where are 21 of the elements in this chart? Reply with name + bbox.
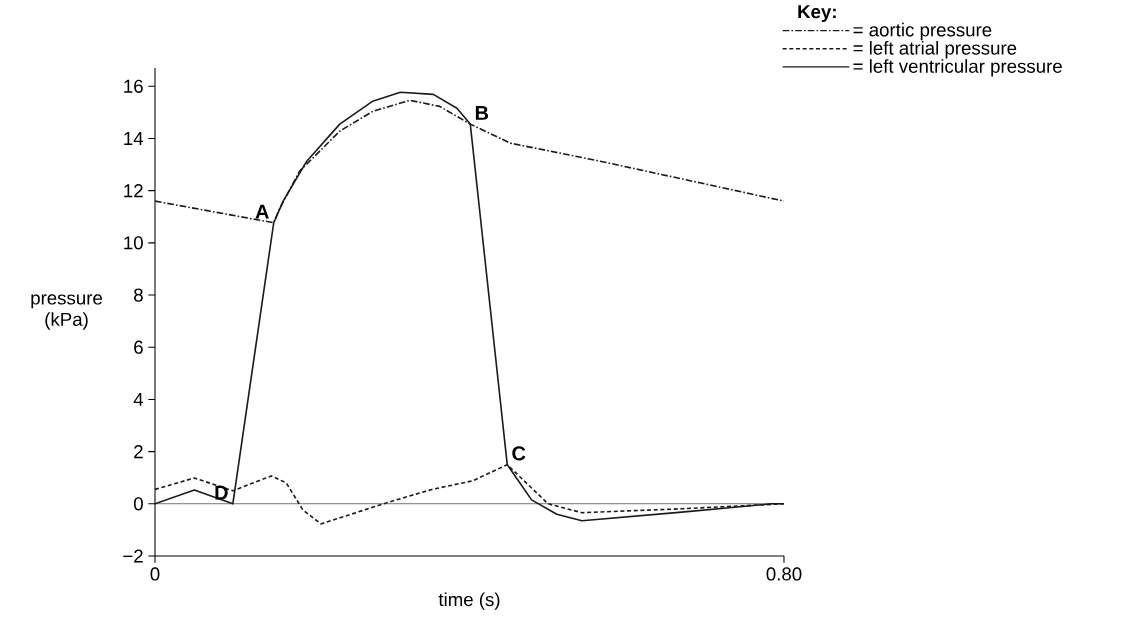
legend-label: = left ventricular pressure <box>853 59 1062 77</box>
y-axis-title: pressure (kPa) <box>31 294 102 330</box>
legend-label: = left atrial pressure <box>853 40 1017 59</box>
y-tick-label: 2 <box>134 445 143 459</box>
y-tick-label: 16 <box>124 79 143 93</box>
x-axis-title: time (s) <box>438 592 500 610</box>
y-tick-label: −2 <box>123 549 143 563</box>
annotation: D <box>215 485 228 500</box>
annotation: B <box>475 106 489 120</box>
y-tick-label: 14 <box>124 132 144 145</box>
y-tick-label: 0 <box>133 497 143 511</box>
y-tick-label: 8 <box>134 288 143 302</box>
legend-title: Key: <box>798 5 836 22</box>
annotation: A <box>255 204 269 219</box>
y-tick-label: 6 <box>134 340 143 354</box>
y-tick-label: 4 <box>133 393 144 406</box>
x-tick-label: 0.80 <box>766 567 802 581</box>
annotation: C <box>512 446 526 461</box>
y-tick-label: 10 <box>124 236 143 250</box>
y-tick-label: 12 <box>124 184 143 198</box>
legend-label: = aortic pressure <box>853 22 992 41</box>
